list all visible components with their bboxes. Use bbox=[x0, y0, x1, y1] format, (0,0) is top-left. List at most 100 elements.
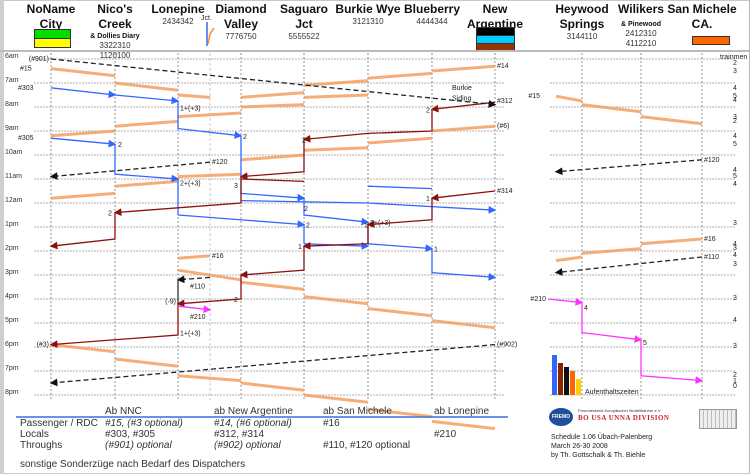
passenger-train-segment bbox=[50, 343, 116, 354]
legend-row-label: Passenger / RDC bbox=[20, 418, 98, 429]
train-label: (-9) bbox=[165, 298, 176, 305]
stop-label: 2 bbox=[304, 206, 308, 213]
color-box-orange bbox=[692, 36, 730, 45]
trainmen-count: 5 bbox=[733, 93, 737, 100]
passenger-train-segment bbox=[640, 115, 703, 126]
passenger-train-segment bbox=[431, 64, 496, 73]
hour-label: 3pm bbox=[5, 269, 19, 276]
station-name: Burkie Wye bbox=[335, 2, 401, 16]
legend-col-3: ab Lonepine bbox=[434, 406, 490, 417]
hour-label: 6pm bbox=[5, 341, 19, 348]
station-number: 1120100 bbox=[99, 51, 131, 60]
station-name: New bbox=[482, 2, 508, 16]
legend-cell: #110, #120 optional bbox=[323, 440, 411, 451]
passenger-train-segment bbox=[240, 103, 305, 109]
station-number: 4444344 bbox=[416, 17, 448, 26]
stop-label: 2 bbox=[306, 223, 310, 230]
station-name: CA. bbox=[691, 17, 713, 31]
local-303-segment bbox=[240, 135, 306, 202]
trainmen-count: 3 bbox=[733, 343, 737, 350]
passenger-train-segment bbox=[177, 93, 211, 99]
local-210-segment bbox=[177, 305, 212, 313]
stop-label: 2+(+3) bbox=[180, 180, 201, 187]
train-label: #120 bbox=[704, 157, 720, 164]
through-120 bbox=[49, 161, 211, 180]
local-312-segment bbox=[49, 212, 116, 250]
station-name: Creek bbox=[98, 17, 132, 31]
hour-label: 7am bbox=[5, 77, 19, 84]
local-314-segment bbox=[176, 275, 242, 308]
stop-label: 2 bbox=[302, 137, 306, 144]
trainmen-count: 5 bbox=[733, 173, 737, 180]
passenger-train-segment bbox=[240, 381, 305, 392]
station-sub: & Pinewood bbox=[620, 21, 662, 28]
stop-label: 1+(+3) bbox=[180, 106, 201, 113]
local-314-segment bbox=[49, 303, 179, 348]
stop-label: 5 bbox=[643, 340, 647, 347]
aufenthalt-bar bbox=[576, 379, 581, 395]
local-305-segment bbox=[240, 199, 369, 204]
stop-label: 2 bbox=[108, 211, 112, 218]
hour-label: 8pm bbox=[5, 389, 19, 396]
trainmen-count: 4 bbox=[733, 181, 737, 188]
legend-cell: #210 bbox=[434, 429, 457, 440]
local-305-segment bbox=[367, 185, 433, 190]
legend-cell: #303, #305 bbox=[105, 429, 156, 440]
local-210-segment bbox=[581, 302, 643, 343]
trainmen-count: 4 bbox=[733, 317, 737, 324]
passenger-train-segment bbox=[303, 393, 369, 404]
station-sub: & Dollies Diary bbox=[90, 33, 140, 40]
passenger-train-segment bbox=[177, 111, 242, 119]
train-label: #16 bbox=[212, 253, 224, 260]
credits: Schedule 1.06 Übach-Palenberg March 26-3… bbox=[551, 433, 652, 460]
train-label: #110 bbox=[704, 254, 719, 261]
passenger-train-segment bbox=[240, 91, 305, 99]
through-120-right bbox=[554, 159, 703, 176]
train-label: (#6) bbox=[497, 123, 509, 130]
train-label: (#3) bbox=[37, 342, 49, 349]
stop-label: 2 bbox=[426, 107, 430, 114]
local-303-segment bbox=[177, 101, 243, 139]
through-902 bbox=[49, 343, 496, 387]
trainmen-count: 2 bbox=[733, 372, 737, 379]
local-305-segment bbox=[50, 137, 117, 148]
station-name: Blueberry bbox=[403, 2, 461, 16]
station-name: Springs bbox=[559, 17, 605, 31]
stop-label: 2 bbox=[243, 134, 247, 141]
passenger-train-segment bbox=[303, 146, 369, 152]
hour-label: 7pm bbox=[5, 365, 19, 372]
legend-row-label: Locals bbox=[20, 429, 49, 440]
local-210-segment bbox=[640, 339, 704, 384]
hour-label: 1pm bbox=[5, 221, 19, 228]
logo-division: BO USA UNNA DIVISION bbox=[578, 414, 670, 422]
trainmen-count: 3 bbox=[733, 220, 737, 227]
passenger-train-segment bbox=[555, 255, 583, 263]
local-210-segment bbox=[547, 298, 584, 306]
hour-label: 2pm bbox=[5, 245, 19, 252]
passenger-train-segment bbox=[367, 71, 433, 80]
trainmen-count: 1 bbox=[733, 378, 737, 385]
trainmen-count: 4 bbox=[733, 133, 737, 140]
local-314-segment bbox=[240, 178, 305, 183]
passenger-train-segment bbox=[114, 119, 179, 128]
train-label: #16 bbox=[704, 236, 716, 243]
station-number: 3121310 bbox=[352, 17, 384, 26]
aufenthalt-bar bbox=[564, 367, 569, 395]
local-303-segment bbox=[431, 248, 497, 281]
station-number: 2434342 bbox=[162, 17, 194, 26]
trainmen-label: trainmen bbox=[720, 54, 748, 61]
passenger-train-segment bbox=[50, 129, 116, 138]
hour-label: 4pm bbox=[5, 293, 19, 300]
passenger-train-segment bbox=[177, 254, 211, 260]
local-314-segment bbox=[430, 190, 496, 202]
credits-line: March 26-30 2008 bbox=[551, 443, 608, 450]
junction-label: Jct. bbox=[201, 15, 212, 22]
train-label: #210 bbox=[530, 296, 546, 303]
local-314-segment bbox=[302, 224, 369, 250]
station-name: Jct bbox=[295, 17, 313, 31]
station-name: NoName bbox=[26, 2, 76, 16]
train-label: #303 bbox=[18, 85, 34, 92]
passenger-train-segment bbox=[303, 295, 369, 306]
trainmen-count: 3 bbox=[733, 68, 737, 75]
station-name: Valley bbox=[223, 17, 259, 31]
